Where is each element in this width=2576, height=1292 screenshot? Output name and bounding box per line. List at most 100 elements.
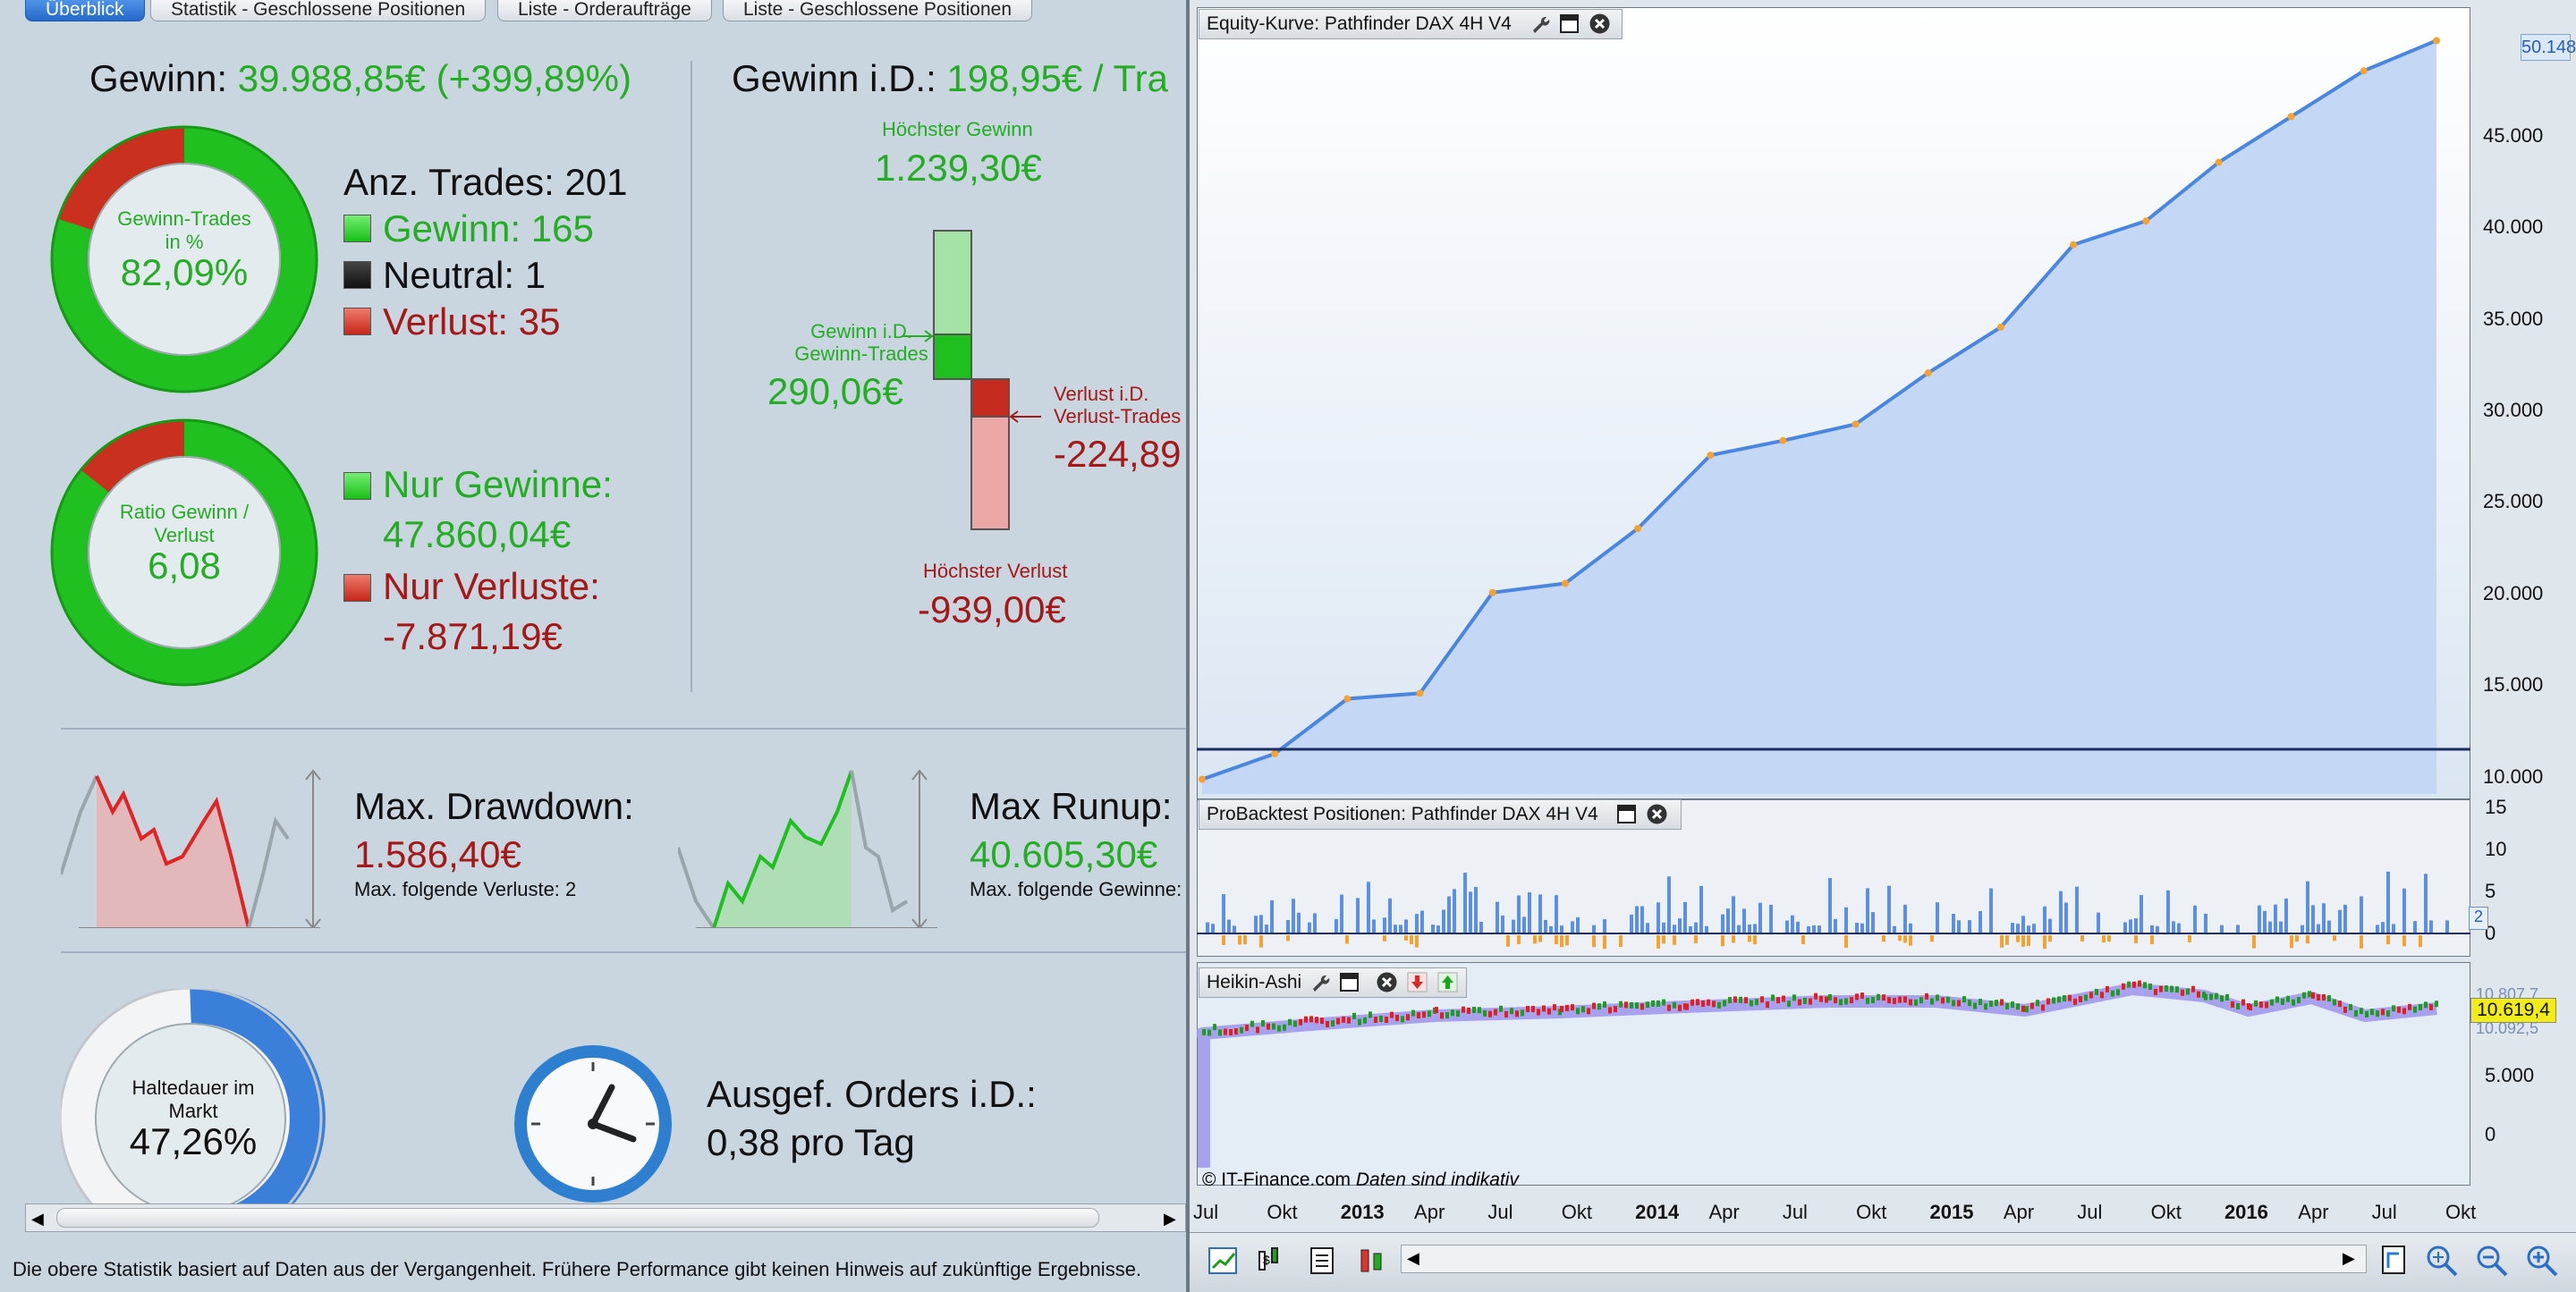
equity-axis-label: 10.000 [2483, 764, 2544, 788]
position-bar [1785, 920, 1789, 933]
hold-ring-label: Haltedauer im [131, 1077, 255, 1099]
chart-scrollbar[interactable]: ◀ ▶ [1401, 1245, 2367, 1273]
close-icon[interactable] [1376, 971, 1398, 993]
close-icon[interactable] [1589, 13, 1611, 35]
ha-candle [1952, 1000, 1955, 1007]
drawdown-label: Max. Drawdown: [354, 785, 634, 827]
position-bar [2445, 920, 2449, 933]
position-bar [1555, 895, 1558, 933]
position-bar [1265, 925, 1268, 933]
ha-candle [1860, 992, 1864, 1000]
ha-candle [2370, 1009, 2374, 1016]
ha-candle [1819, 995, 1823, 1002]
position-bar-short [1243, 935, 1247, 945]
move-up-icon[interactable] [1436, 971, 1459, 993]
scroll-thumb[interactable] [56, 1208, 1099, 1228]
equity-axis-label: 20.000 [2483, 581, 2544, 604]
time-axis-label: Apr [2003, 1201, 2035, 1223]
scroll-left-icon[interactable]: ◀ [31, 1210, 44, 1228]
ha-candle [2046, 998, 2050, 1005]
only-losses-label: Nur Verluste: [383, 565, 600, 607]
wrench-icon[interactable] [1308, 971, 1330, 993]
horizontal-scrollbar[interactable]: ◀ ▶ [25, 1203, 1186, 1232]
position-bar [2032, 924, 2036, 933]
ha-candle [1667, 1004, 1671, 1011]
tab-overview[interactable]: Überblick [25, 0, 145, 21]
ratio-ring-value: 6,08 [148, 545, 221, 587]
time-axis-label: Apr [1414, 1201, 1445, 1223]
move-down-icon[interactable] [1406, 971, 1428, 993]
chart-type-icon[interactable] [1208, 1245, 1240, 1277]
list-icon[interactable] [1308, 1245, 1336, 1277]
position-bar [1860, 923, 1864, 933]
ha-candle [1707, 999, 1710, 1006]
tab-statistics-closed[interactable]: Statistik - Geschlossene Positionen [150, 0, 487, 21]
position-bar [1844, 907, 1848, 933]
scroll-right-icon[interactable]: ▶ [2343, 1249, 2355, 1267]
ha-candle [1422, 1011, 1426, 1018]
position-bar [1254, 916, 1258, 933]
ha-candle [2327, 995, 2331, 1002]
ha-candle [1537, 1009, 1540, 1016]
position-bar [1866, 888, 1869, 933]
tab-closed-list[interactable]: Liste - Geschlossene Positionen [723, 0, 1032, 21]
ha-candle [1909, 999, 1912, 1006]
equity-point [1343, 695, 1352, 703]
position-bar [2360, 896, 2363, 933]
indicators-icon[interactable]: $ [1254, 1245, 1286, 1277]
ha-candle [1250, 1020, 1254, 1027]
position-bar [1512, 919, 1515, 933]
ha-candle [1871, 997, 1875, 1004]
gain-loss-bars [902, 230, 1041, 530]
position-bar [2048, 918, 2052, 933]
avg-loss-caption: Verlust i.D. Verlust-Trades [1054, 383, 1181, 427]
ha-candle [1597, 1003, 1601, 1010]
ha-candle [1877, 993, 1880, 1001]
ha-candle [1755, 999, 1758, 1006]
ha-candle [2016, 1003, 2020, 1010]
wrench-icon[interactable] [1528, 13, 1550, 35]
window-icon[interactable] [1558, 13, 1580, 35]
ha-candle [2241, 999, 2245, 1006]
ha-candle [2148, 983, 2152, 990]
zoom-fit-icon[interactable] [2424, 1243, 2460, 1279]
ha-candle [1696, 999, 1699, 1006]
position-bar [1496, 901, 1499, 933]
equity-axis-label: 35.000 [2483, 307, 2544, 330]
zoom-in-icon[interactable] [2524, 1243, 2560, 1279]
ha-candle [2095, 988, 2098, 995]
ha-candle [1411, 1009, 1415, 1017]
position-bar [2204, 913, 2207, 933]
close-icon[interactable] [1646, 803, 1668, 825]
avg-win-label: Gewinn i.D. [810, 320, 912, 342]
ha-candle [1229, 1028, 1233, 1035]
window-icon[interactable] [1615, 803, 1638, 825]
position-bar [1522, 916, 1526, 933]
position-bar [2177, 923, 2181, 933]
ha-candle [1315, 1017, 1318, 1024]
ha-candle [1531, 1006, 1535, 1013]
ha-candle [1919, 997, 1923, 1004]
window-icon[interactable] [1338, 971, 1360, 993]
ha-candle [2317, 994, 2320, 1001]
candles-icon[interactable] [1356, 1245, 1388, 1277]
position-bar-short [1603, 935, 1606, 950]
ha-candle [1844, 998, 1848, 1005]
ha-candle [2106, 985, 2109, 992]
time-axis-label: Jul [2077, 1201, 2103, 1223]
position-bar [1737, 925, 1741, 933]
ha-candle [1499, 1005, 1503, 1012]
ha-candle [2036, 1000, 2039, 1007]
position-bar-short [2021, 935, 2025, 947]
scroll-right-icon[interactable]: ▶ [1164, 1210, 1176, 1228]
zoom-out-icon[interactable] [2474, 1243, 2510, 1279]
ha-candle [1478, 1007, 1481, 1014]
position-bar [1335, 918, 1338, 933]
scroll-left-icon[interactable]: ◀ [1407, 1249, 1419, 1267]
position-bar [2011, 923, 2014, 933]
bookmark-icon[interactable] [2377, 1243, 2410, 1277]
time-axis-label: Jul [2371, 1201, 2397, 1223]
position-bar-short [1903, 935, 1907, 943]
ha-candle [1417, 1012, 1420, 1019]
tab-order-list[interactable]: Liste - Orderaufträge [497, 0, 712, 21]
